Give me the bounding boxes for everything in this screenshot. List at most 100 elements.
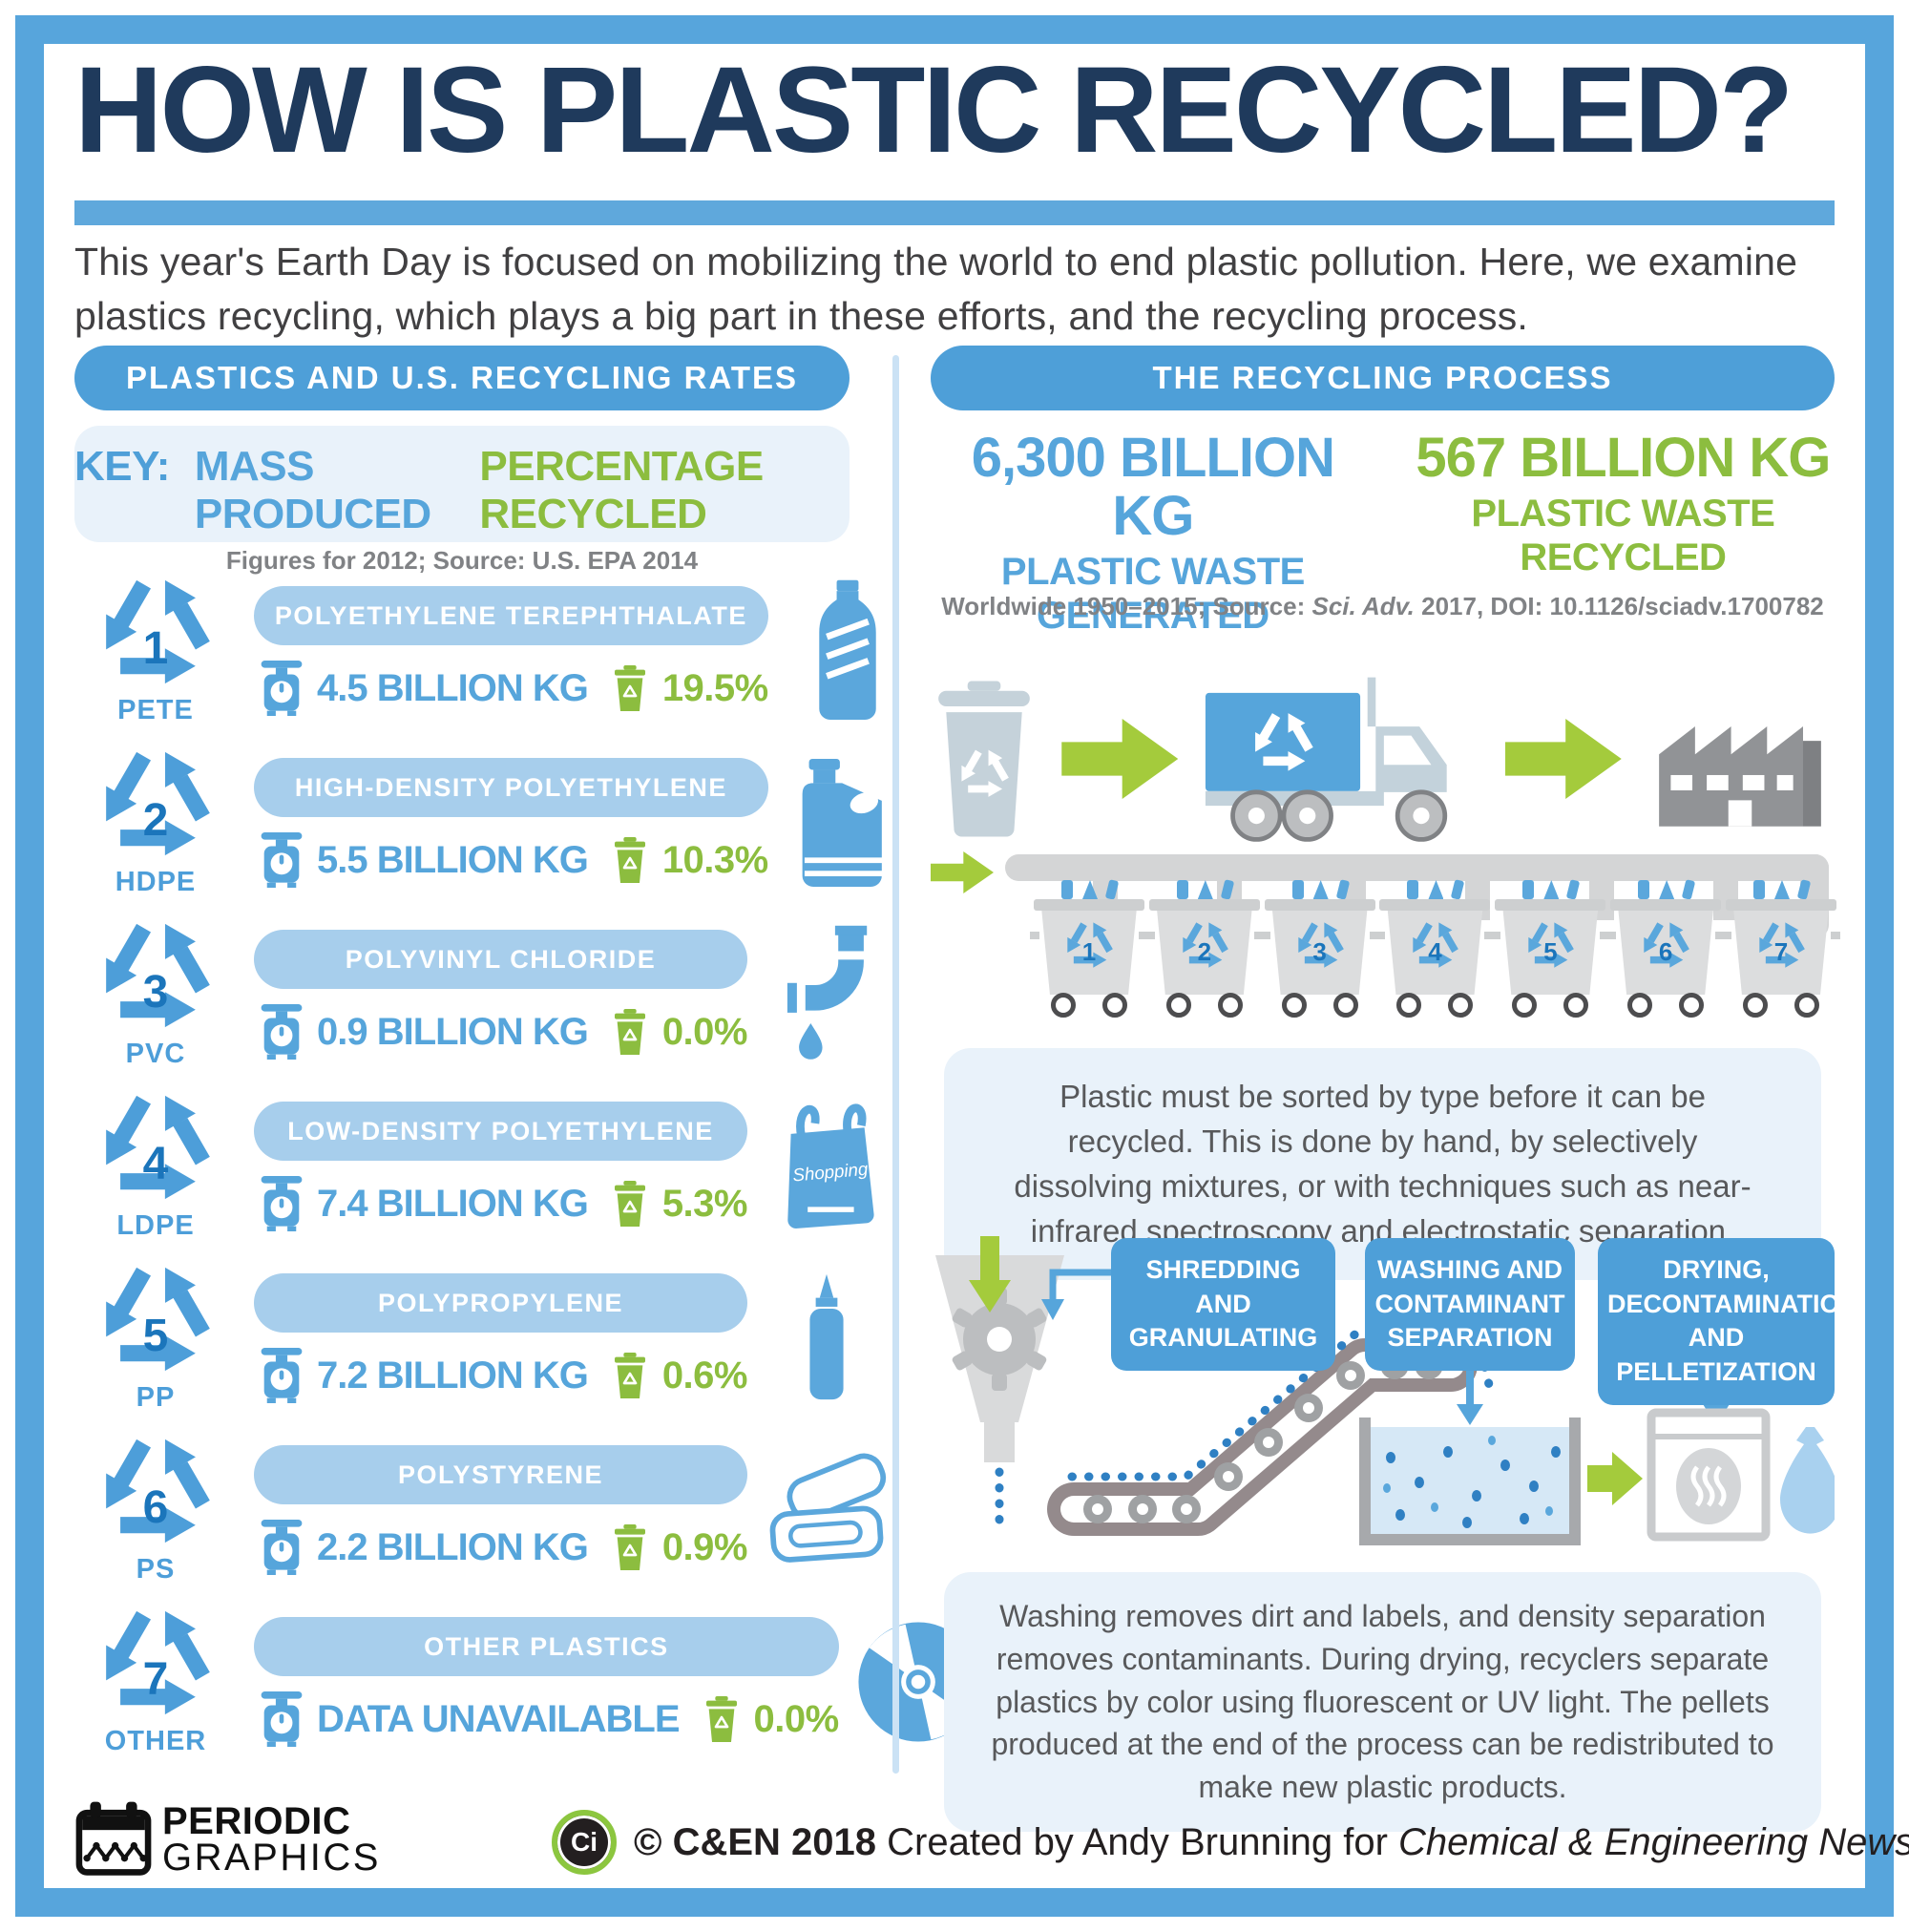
pipe-icon xyxy=(787,925,868,1060)
mass-produced-value: 4.5 BILLION KG xyxy=(317,666,589,709)
waste-stats: 6,300 BILLION KG PLASTIC WASTE GENERATED… xyxy=(931,427,1835,638)
plastic-name-pill: OTHER PLASTICS xyxy=(254,1617,839,1676)
left-panel-recycling-rates: PLASTICS AND U.S. RECYCLING RATES KEY: M… xyxy=(74,346,978,1768)
percentage-recycled-value: 0.0% xyxy=(661,1010,748,1053)
title-underline-bar xyxy=(74,200,1835,225)
recycle-bin-icon xyxy=(611,1523,649,1571)
plastic-name-pill: LOW-DENSITY POLYETHYLENE xyxy=(254,1102,747,1161)
percentage-recycled-value: 19.5% xyxy=(661,666,768,709)
process-label-drying: DRYING, DECONTAMINATION, AND PELLETIZATI… xyxy=(1598,1238,1865,1405)
resin-abbr: PETE xyxy=(117,695,194,725)
credit-publication: Chemical & Engineering News xyxy=(1398,1820,1909,1863)
flow-arrow-icon xyxy=(1504,719,1622,799)
percentage-recycled-value: 0.9% xyxy=(661,1525,748,1568)
percentage-recycled-value: 0.6% xyxy=(661,1354,748,1396)
stats-source-prefix: Worldwide 1950–2015; Source: xyxy=(941,592,1312,620)
resin-code: 3 xyxy=(142,967,169,1018)
plastic-row-pete: 1 PETE POLYETHYLENE TEREPHTHALATE 4.5 BI… xyxy=(74,565,876,737)
credit-byline: Created by Andy Brunning for xyxy=(876,1820,1399,1863)
plastic-row-pp: 5 PP POLYPROPYLENE 7.2 BILLION KG 0.6% xyxy=(74,1252,850,1424)
resin-code: 4 xyxy=(142,1139,169,1189)
mass-produced-value: 5.5 BILLION KG xyxy=(317,838,589,881)
collection-flow xyxy=(931,649,1835,869)
plastics-rows: 1 PETE POLYETHYLENE TEREPHTHALATE 4.5 BI… xyxy=(74,565,978,1768)
mass-produced-value: 0.9 BILLION KG xyxy=(317,1010,589,1053)
recycling-truck-icon xyxy=(1205,677,1447,842)
key-percentage-recycled-label: PERCENTAGE RECYCLED xyxy=(479,443,764,537)
recycle-bin-icon xyxy=(611,1008,649,1056)
water-bottle-icon xyxy=(819,579,876,720)
recycling-machinery-illustration xyxy=(935,1236,1835,1545)
cen-ci-badge-icon: Ci xyxy=(552,1810,617,1875)
percentage-recycled-value: 0.0% xyxy=(753,1697,840,1740)
resin-code: 5 xyxy=(142,1311,169,1361)
stat-recycled-label: PLASTIC WASTE RECYCLED xyxy=(1471,492,1775,578)
sorting-bin-3: 3 xyxy=(1260,879,1379,1019)
key-source-note: Figures for 2012; Source: U.S. EPA 2014 xyxy=(225,546,699,575)
right-panel-header: THE RECYCLING PROCESS xyxy=(931,346,1835,410)
recycle-symbol-4: 4 LDPE xyxy=(74,1086,237,1247)
flow-arrow-icon xyxy=(1061,719,1179,799)
stat-recycled-value: 567 BILLION KG xyxy=(1416,427,1831,489)
plastic-row-other: 7 OTHER OTHER PLASTICS DATA UNAVAILABLE … xyxy=(74,1596,978,1768)
sorting-bin-2: 2 xyxy=(1144,879,1264,1019)
panel-divider xyxy=(892,355,899,1774)
key-label: KEY: xyxy=(74,443,170,490)
resin-code: 7 xyxy=(142,1654,169,1705)
washing-note: Washing removes dirt and labels, and den… xyxy=(944,1572,1821,1832)
plastic-row-hdpe: 2 HDPE HIGH-DENSITY POLYETHYLENE 5.5 BIL… xyxy=(74,737,893,909)
bin-number: 5 xyxy=(1543,937,1558,966)
right-panel-recycling-process: THE RECYCLING PROCESS 6,300 BILLION KG P… xyxy=(931,346,1865,1832)
squeeze-bottle-icon xyxy=(809,1273,844,1400)
recycle-symbol-5: 5 PP xyxy=(74,1258,237,1418)
resin-abbr: PVC xyxy=(125,1039,186,1069)
stat-generated-value: 6,300 BILLION KG xyxy=(971,427,1335,547)
stats-source-suffix: 2017, DOI: 10.1126/sciadv.1700782 xyxy=(1414,592,1824,620)
scale-icon xyxy=(260,832,304,888)
bin-number: 4 xyxy=(1428,937,1442,966)
feed-arrow-icon xyxy=(969,1236,1011,1312)
intro-paragraph: This year's Earth Day is focused on mobi… xyxy=(74,240,1798,338)
mass-produced-value: DATA UNAVAILABLE xyxy=(317,1697,681,1740)
page-title: HOW IS PLASTIC RECYCLED? xyxy=(74,42,1794,178)
clamshell-container-icon xyxy=(769,1453,887,1563)
recycle-bin-icon xyxy=(611,664,649,712)
periodic-graphics-logo: PERIODIC GRAPHICS xyxy=(74,1800,381,1879)
bin-number: 1 xyxy=(1081,937,1097,966)
resin-abbr: HDPE xyxy=(115,867,197,897)
calendar-molecule-icon xyxy=(75,1801,152,1876)
plastic-name-pill: POLYSTYRENE xyxy=(254,1445,747,1504)
conveyor-arrow-icon xyxy=(931,851,994,893)
process-label-shredding: SHREDDING AND GRANULATING xyxy=(1111,1238,1335,1371)
stats-source-note: Worldwide 1950–2015; Source: Sci. Adv. 2… xyxy=(931,592,1835,621)
plastic-name-pill: POLYVINYL CHLORIDE xyxy=(254,930,747,989)
resin-abbr: LDPE xyxy=(116,1210,195,1241)
conveyor-bar xyxy=(1005,854,1829,938)
detergent-jug-icon xyxy=(802,758,893,888)
logo-line1: PERIODIC xyxy=(162,1800,351,1842)
stats-source-journal: Sci. Adv. xyxy=(1311,592,1415,620)
recycle-symbol-3: 3 PVC xyxy=(74,914,237,1075)
mass-produced-value: 2.2 BILLION KG xyxy=(317,1525,589,1568)
resin-code: 1 xyxy=(142,623,169,674)
recycle-bin-icon xyxy=(611,1180,649,1228)
process-label-washing: WASHING AND CONTAMINANT SEPARATION xyxy=(1365,1238,1575,1371)
plastic-name-pill: HIGH-DENSITY POLYETHYLENE xyxy=(254,758,768,817)
bin-number: 6 xyxy=(1658,937,1673,966)
plastic-row-pvc: 3 PVC POLYVINYL CHLORIDE 0.9 BILLION KG … xyxy=(74,909,868,1081)
scale-icon xyxy=(260,1520,304,1575)
percentage-recycled-value: 10.3% xyxy=(661,838,768,881)
credit-copyright: © C&EN 2018 xyxy=(634,1820,877,1863)
recycle-bin-icon xyxy=(703,1695,741,1743)
resin-abbr: PP xyxy=(136,1382,176,1413)
logo-line2: GRAPHICS xyxy=(162,1837,381,1879)
plastic-row-ps: 6 PS POLYSTYRENE 2.2 BILLION KG 0.9% xyxy=(74,1424,887,1596)
stat-generated: 6,300 BILLION KG PLASTIC WASTE GENERATED xyxy=(931,427,1375,638)
sorting-bins-row: 1 2 3 xyxy=(1030,879,1840,1029)
recycle-symbol-1: 1 PETE xyxy=(74,571,237,731)
plastic-row-ldpe: 4 LDPE LOW-DENSITY POLYETHYLENE 7.4 BILL… xyxy=(74,1081,874,1252)
resin-abbr: OTHER xyxy=(104,1726,207,1756)
key-box: KEY: MASS PRODUCED PERCENTAGE RECYCLED F… xyxy=(74,426,850,575)
resin-abbr: PS xyxy=(136,1554,176,1585)
